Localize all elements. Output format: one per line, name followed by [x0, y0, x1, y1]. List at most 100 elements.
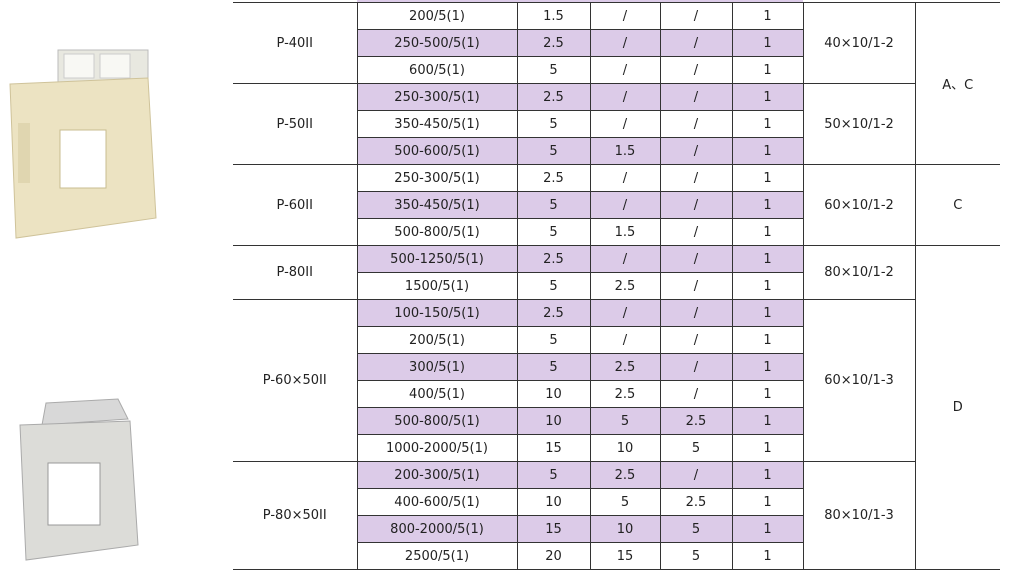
- value-cell: /: [589, 299, 661, 327]
- table-row: 800-2000/5(1) 15 10 5 1: [233, 515, 1000, 543]
- value-cell: 1: [731, 29, 804, 57]
- ratio-cell: 350-450/5(1): [357, 191, 518, 219]
- value-cell: 2.5: [589, 272, 661, 300]
- value-cell: /: [659, 218, 733, 246]
- table-row: P-50II 250-300/5(1) 2.5//1 50×10/1-2: [233, 83, 1000, 165]
- model-cell: P-80×50II: [233, 461, 358, 570]
- value-cell: /: [589, 2, 661, 30]
- table-row: 500-600/5(1) 5 1.5/1: [233, 137, 1000, 165]
- ratio-cell: 100-150/5(1): [356, 299, 518, 327]
- value-cell: 1: [731, 56, 804, 84]
- value-cell: 2.5: [589, 461, 661, 489]
- value-cell: 1: [731, 353, 804, 381]
- value-cell: 5: [516, 191, 591, 219]
- value-cell: 1: [731, 218, 804, 246]
- table-row: 350-450/5(1) 5//1: [233, 191, 1000, 219]
- value-cell: 5: [659, 515, 733, 543]
- value-cell: 1: [731, 542, 804, 570]
- current-transformer-image-beige: [9, 49, 157, 239]
- busbar-cell: 60×10/1-2: [802, 164, 916, 246]
- value-cell: 5: [589, 407, 661, 435]
- value-cell: /: [659, 56, 733, 84]
- value-cell: /: [589, 29, 661, 57]
- value-cell: 5: [516, 56, 591, 84]
- value-cell: 10: [589, 515, 661, 543]
- value-cell: 5: [516, 461, 591, 489]
- value-cell: 1: [731, 380, 804, 408]
- ratio-cell: 500-800/5(1): [357, 407, 518, 435]
- model-cell: P-50II: [233, 83, 358, 165]
- value-cell: 1: [731, 191, 804, 219]
- table-row: 500-800/5(1) 5 1.5/1: [233, 218, 1000, 246]
- value-cell: /: [659, 380, 733, 408]
- table-row: P-80II 500-1250/5(1) 2.5//1 80×10/1-2 D: [233, 245, 1000, 570]
- value-cell: 20: [516, 542, 591, 570]
- value-cell: 1: [731, 245, 804, 273]
- ratio-cell: 250-500/5(1): [357, 29, 518, 57]
- busbar-cell: 80×10/1-3: [802, 461, 916, 570]
- value-cell: /: [659, 83, 733, 111]
- ratio-cell: 400-600/5(1): [357, 488, 518, 516]
- ratio-cell: 250-300/5(1): [356, 83, 518, 111]
- value-cell: 1: [731, 137, 804, 165]
- value-cell: 1: [731, 461, 804, 489]
- ratio-cell: 500-600/5(1): [357, 137, 518, 165]
- value-cell: 5: [516, 218, 591, 246]
- value-cell: 10: [516, 380, 591, 408]
- value-cell: /: [659, 164, 733, 192]
- table-row: 1500/5(1) 5 2.5/1: [233, 272, 1000, 300]
- value-cell: 5: [516, 272, 591, 300]
- value-cell: /: [659, 245, 733, 273]
- value-cell: 1: [731, 299, 804, 327]
- model-cell: P-60×50II: [233, 299, 358, 462]
- value-cell: /: [589, 164, 661, 192]
- busbar-cell: 40×10/1-2: [802, 2, 916, 84]
- value-cell: 5: [589, 488, 661, 516]
- value-cell: 10: [589, 434, 661, 462]
- value-cell: 5: [516, 110, 591, 138]
- value-cell: 1: [731, 488, 804, 516]
- ratio-cell: 200/5(1): [356, 2, 518, 30]
- ratio-cell: 600/5(1): [357, 56, 518, 84]
- ratio-cell: 350-450/5(1): [357, 110, 518, 138]
- table-row: P-60×50II 100-150/5(1) 2.5//1 60×10/1-3: [233, 299, 1000, 462]
- value-cell: /: [659, 191, 733, 219]
- table-row: 1000-2000/5(1) 15 10 5 1: [233, 434, 1000, 462]
- ratio-cell: 500-1250/5(1): [356, 245, 518, 273]
- table-row: 2500/5(1) 20 15 5 1: [233, 542, 1000, 570]
- ratio-cell: 300/5(1): [357, 353, 518, 381]
- value-cell: 1: [731, 2, 804, 30]
- value-cell: 1: [731, 434, 804, 462]
- value-cell: 15: [516, 434, 591, 462]
- value-cell: 5: [516, 137, 591, 165]
- type-cell: A、C: [914, 2, 1000, 165]
- value-cell: 1: [731, 326, 804, 354]
- ratio-cell: 2500/5(1): [357, 542, 518, 570]
- ratio-cell: 400/5(1): [357, 380, 518, 408]
- table-row: P-60II 250-300/5(1) 2.5//1 60×10/1-2 C: [233, 164, 1000, 246]
- value-cell: 2.5: [516, 164, 591, 192]
- model-cell: P-60II: [233, 164, 358, 246]
- value-cell: 15: [589, 542, 661, 570]
- value-cell: 1: [731, 164, 804, 192]
- value-cell: /: [659, 110, 733, 138]
- ratio-cell: 200/5(1): [357, 326, 518, 354]
- ratio-cell: 1500/5(1): [357, 272, 518, 300]
- value-cell: 2.5: [659, 407, 733, 435]
- value-cell: 5: [516, 326, 591, 354]
- value-cell: /: [659, 29, 733, 57]
- value-cell: /: [589, 110, 661, 138]
- value-cell: 2.5: [516, 29, 591, 57]
- value-cell: /: [589, 56, 661, 84]
- table-row: 500-800/5(1) 10 5 2.5 1: [233, 407, 1000, 435]
- value-cell: 1: [731, 83, 804, 111]
- value-cell: /: [589, 326, 661, 354]
- value-cell: 2.5: [516, 245, 591, 273]
- type-cell: D: [914, 245, 1000, 570]
- value-cell: 1.5: [589, 137, 661, 165]
- spec-table: P-40II 200/5(1) 1.5//1 40×10/1-2 A、C 250-500/…: [233, 2, 1000, 570]
- value-cell: /: [659, 461, 733, 489]
- ratio-cell: 500-800/5(1): [357, 218, 518, 246]
- table-row: P-80×50II 200-300/5(1) 5 2.5/1 80×10/1-3: [233, 461, 1000, 570]
- value-cell: 1: [731, 272, 804, 300]
